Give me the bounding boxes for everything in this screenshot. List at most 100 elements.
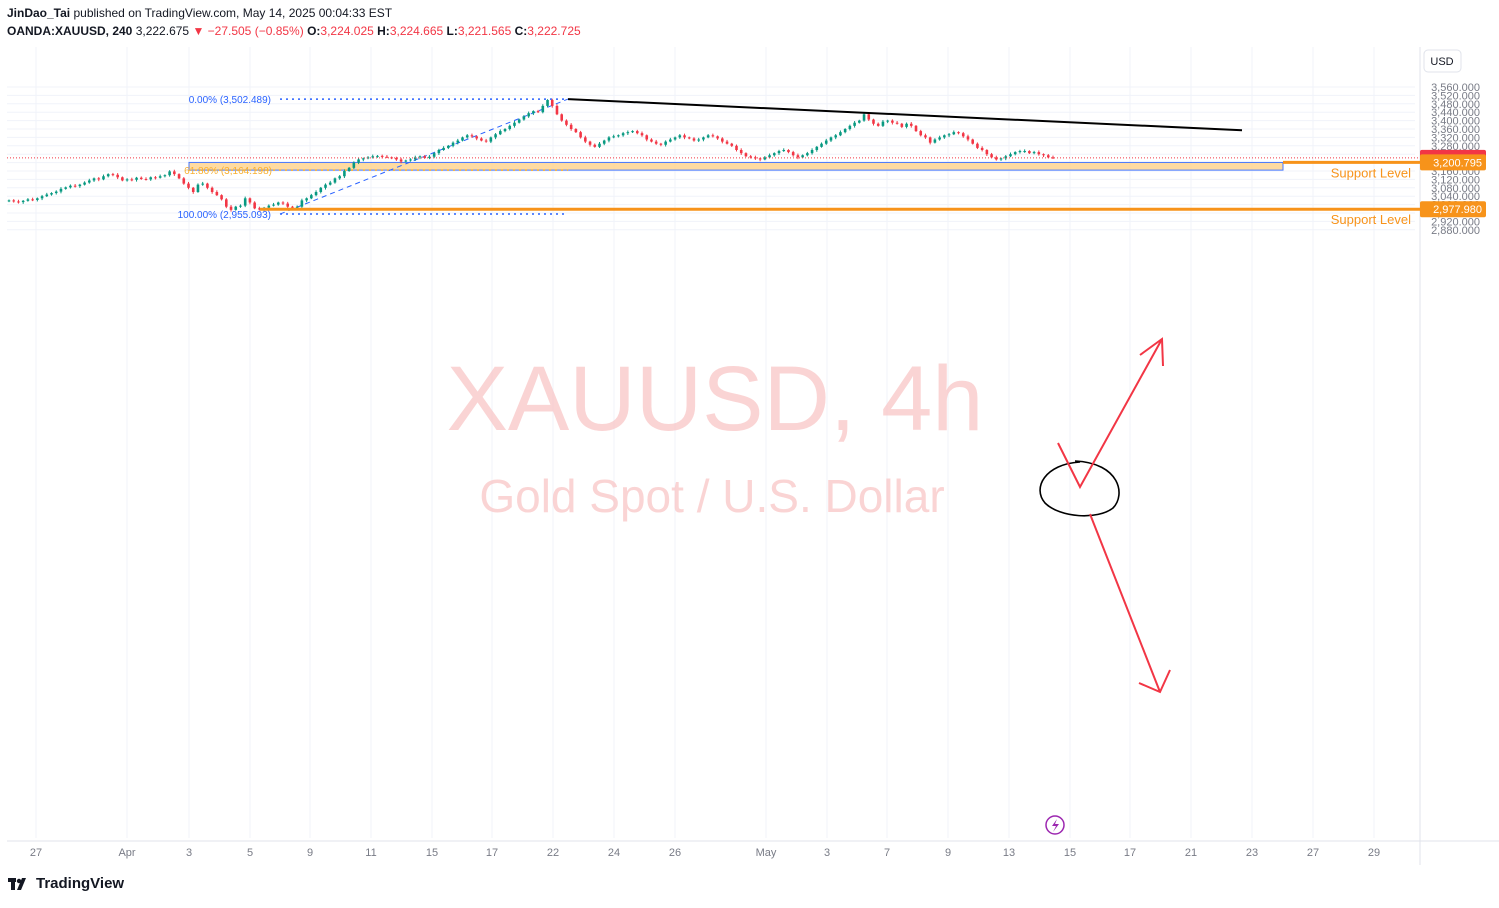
candle-body [602, 140, 606, 144]
candle-body [550, 100, 554, 106]
open-value: 3,224.025 [320, 24, 374, 38]
close-label: C: [514, 24, 528, 38]
tradingview-brand[interactable]: TradingView [8, 875, 124, 892]
candle-body [924, 135, 927, 138]
candle-body [1037, 152, 1041, 155]
candle-body [1042, 154, 1045, 156]
candle-body [815, 146, 819, 150]
candle-body [947, 134, 951, 136]
candle-body [584, 137, 587, 142]
candle-body [210, 187, 214, 192]
support-levels[interactable]: Support Level Support Level [7, 157, 1420, 227]
candle-body [310, 195, 313, 199]
candle-body [451, 142, 455, 146]
candle-body [739, 150, 743, 154]
time-axis[interactable]: 27 Apr 3 5 9 11 15 17 22 24 26 May 3 7 9 13 15 17 21 23 27 29 [30, 815, 1380, 859]
candle-body [579, 132, 582, 138]
candle-body [139, 177, 143, 179]
currency-button-label: USD [1430, 56, 1453, 68]
candle-body [565, 120, 568, 125]
candle-body [976, 143, 979, 148]
candle-body [45, 194, 49, 197]
candle-body [678, 135, 682, 138]
candle-body [801, 155, 804, 158]
symbol-label[interactable]: OANDA:XAUUSD, 240 [7, 24, 133, 38]
candle-body [64, 187, 67, 189]
candle-body [659, 143, 663, 145]
time-tick-label: 3 [186, 847, 192, 859]
candle-body [357, 159, 360, 163]
candle-body [650, 139, 653, 142]
candle-body [796, 155, 800, 158]
price-tick-label: 2,880.000 [1431, 225, 1480, 237]
candle-body [824, 140, 828, 144]
candle-body [914, 125, 918, 132]
candle-body [744, 153, 748, 157]
candle-body [1023, 151, 1026, 153]
candle-body [328, 182, 332, 185]
candle-body [191, 187, 195, 192]
candle-body [772, 153, 776, 156]
candle-body [588, 141, 592, 145]
candle-body [777, 151, 781, 154]
candle-body [135, 177, 138, 180]
candle-body [862, 114, 866, 121]
price-change: ▼ −27.505 (−0.85%) [192, 24, 304, 38]
time-tick-label: 27 [30, 847, 42, 859]
candle-body [305, 198, 308, 201]
open-label: O: [307, 24, 321, 38]
candle-body [121, 177, 124, 181]
drawings[interactable] [567, 98, 1243, 694]
flash-icon [1045, 815, 1065, 835]
candle-body [239, 205, 242, 207]
candle-body [909, 123, 913, 126]
candle-body [215, 192, 219, 196]
candle-body [149, 177, 153, 180]
support-zone[interactable] [188, 161, 1284, 171]
price-label-badge [1420, 201, 1486, 218]
chart-header: JinDao_Tai published on TradingView.com,… [7, 5, 581, 39]
candle-body [853, 122, 856, 126]
candle-body [125, 179, 129, 181]
candle-body [83, 182, 86, 185]
candle-body [522, 116, 526, 120]
candle-body [782, 150, 786, 152]
candle-body [527, 113, 530, 117]
candle-body [1013, 152, 1017, 155]
candle-body [635, 131, 639, 134]
candle-body [173, 171, 176, 175]
candle-body [361, 158, 365, 160]
published-text: published on TradingView.com, May 14, 20… [73, 6, 393, 20]
candle-body [461, 137, 464, 141]
candle-body [475, 136, 478, 139]
candle-body [130, 179, 134, 181]
arrow-up-head [1139, 337, 1164, 367]
candle-body [314, 192, 318, 196]
candle-body [768, 155, 771, 158]
candle-body [489, 137, 493, 142]
candle-body [220, 195, 223, 200]
candle-body [928, 137, 932, 143]
candle-body [569, 124, 573, 129]
price-tick-label: 3,480.000 [1431, 99, 1480, 111]
price-axis[interactable]: 3,560.0003,520.0003,480.0003,440.0003,40… [1420, 49, 1486, 237]
candle-body [555, 105, 559, 115]
candle-body [300, 200, 304, 207]
candle-body [78, 184, 82, 187]
watermark-title: XAUUSD, 4h [447, 348, 984, 450]
candle-body [654, 141, 658, 144]
candle-body [697, 139, 701, 141]
price-tick-label: 3,400.000 [1431, 116, 1480, 128]
currency-button [1423, 49, 1462, 73]
price-label-text: 3,200.795 [1433, 157, 1482, 169]
descending-trendline [567, 98, 1243, 132]
candle-body [943, 135, 946, 138]
author-name[interactable]: JinDao_Tai [7, 6, 71, 20]
candle-body [810, 150, 814, 154]
candle-body [640, 133, 644, 136]
candle-body [1018, 151, 1022, 153]
candle-body [692, 138, 696, 141]
candle-body [806, 153, 809, 156]
